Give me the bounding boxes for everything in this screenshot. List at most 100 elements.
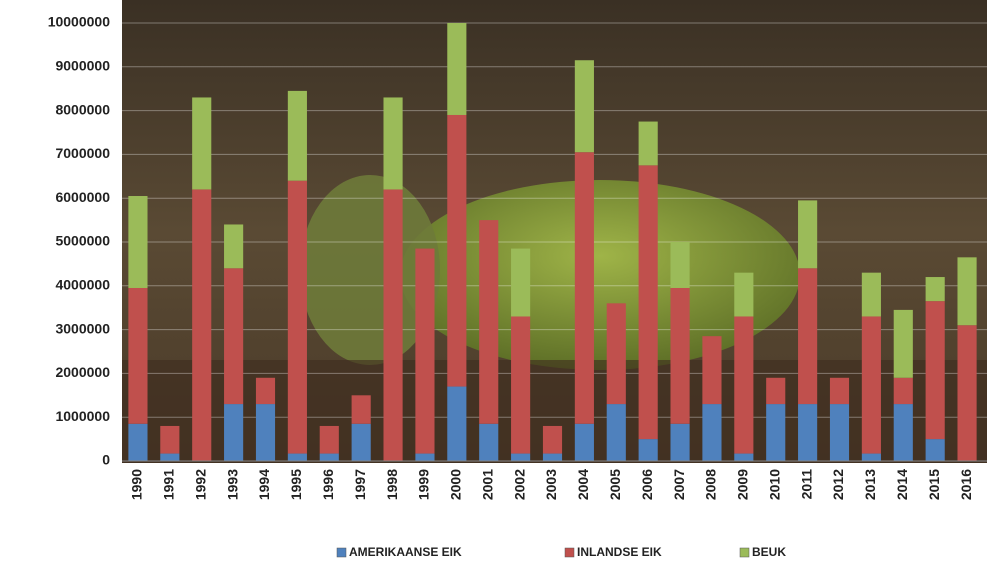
x-tick-label: 2010 xyxy=(766,469,782,500)
bar-segment xyxy=(638,121,658,166)
y-tick-label: 3000000 xyxy=(55,320,110,336)
bar-segment xyxy=(192,97,212,190)
bar-segment xyxy=(893,309,913,378)
bar-segment xyxy=(957,325,977,461)
bar-segment xyxy=(670,423,690,461)
y-tick-label: 6000000 xyxy=(55,189,110,205)
x-tick-label: 2014 xyxy=(894,469,910,500)
y-tick-label: 5000000 xyxy=(55,233,110,249)
bar-segment xyxy=(734,272,754,317)
bar-segment xyxy=(861,316,881,454)
bar-segment xyxy=(224,268,244,405)
bar-segment xyxy=(798,268,818,405)
bar-segment xyxy=(670,242,690,288)
bar-segment xyxy=(351,423,371,461)
bar-segment xyxy=(670,287,690,424)
bar-segment xyxy=(383,97,403,190)
bar-segment xyxy=(479,423,499,461)
legend-swatch xyxy=(336,547,347,558)
bar-segment xyxy=(829,404,850,461)
bar-segment xyxy=(542,453,563,461)
x-tick-label: 2008 xyxy=(703,469,719,500)
bar-segment xyxy=(542,425,563,454)
x-tick-label: 1990 xyxy=(129,469,145,500)
x-tick-label: 1992 xyxy=(192,469,208,500)
bar-segment xyxy=(287,453,307,461)
x-tick-label: 1993 xyxy=(224,469,240,500)
bar-segment xyxy=(351,395,371,424)
y-tick-label: 1000000 xyxy=(55,408,110,424)
bar-segment xyxy=(383,189,403,461)
bar-segment xyxy=(829,377,850,405)
bar-segment xyxy=(702,404,722,461)
bar-segment xyxy=(798,404,818,461)
bar-segment xyxy=(447,386,467,461)
bar-segment xyxy=(893,404,913,461)
x-tick-label: 1994 xyxy=(256,469,272,500)
bar-segment xyxy=(128,423,148,461)
bar-segment xyxy=(160,425,180,454)
bar-segment xyxy=(638,439,658,461)
x-tick-label: 2000 xyxy=(448,469,464,500)
x-tick-label: 2004 xyxy=(575,469,591,500)
x-tick-label: 1998 xyxy=(384,469,400,500)
x-tick-label: 2002 xyxy=(511,469,527,500)
x-tick-label: 1995 xyxy=(288,469,304,500)
x-tick-label: 1999 xyxy=(416,469,432,500)
legend-label: INLANDSE EIK xyxy=(577,545,662,559)
legend-label: AMERIKAANSE EIK xyxy=(349,545,462,559)
bar-segment xyxy=(128,287,148,424)
bar-segment xyxy=(447,23,467,115)
x-tick-label: 2016 xyxy=(958,469,974,500)
bar-segment xyxy=(511,453,531,461)
legend-swatch xyxy=(739,547,750,558)
bar-segment xyxy=(606,303,626,405)
y-tick-label: 4000000 xyxy=(55,277,110,293)
bar-segment xyxy=(925,439,945,461)
bar-segment xyxy=(319,425,339,454)
bar-segment xyxy=(925,301,945,440)
bar-segment xyxy=(511,316,531,454)
bar-segment xyxy=(925,277,945,302)
bar-segment xyxy=(893,377,913,405)
background-photo xyxy=(122,0,987,463)
bar-segment xyxy=(255,404,276,461)
y-tick-label: 9000000 xyxy=(55,58,110,74)
bar-segment xyxy=(192,189,212,461)
x-tick-label: 2003 xyxy=(543,469,559,500)
x-tick-label: 2015 xyxy=(926,469,942,500)
legend-swatch xyxy=(564,547,575,558)
bar-segment xyxy=(606,404,626,461)
bar-segment xyxy=(957,257,977,326)
bar-segment xyxy=(734,453,754,461)
y-tick-label: 7000000 xyxy=(55,145,110,161)
bar-segment xyxy=(574,423,594,461)
y-tick-label: 0 xyxy=(102,452,110,468)
y-tick-label: 10000000 xyxy=(48,14,111,30)
x-tick-label: 1991 xyxy=(161,469,177,500)
bar-segment xyxy=(574,60,594,153)
y-tick-label: 8000000 xyxy=(55,101,110,117)
bar-segment xyxy=(415,248,435,454)
bar-segment xyxy=(128,196,148,288)
bar-segment xyxy=(861,272,881,317)
bar-segment xyxy=(287,180,307,454)
bar-segment xyxy=(861,453,881,461)
bar-segment xyxy=(447,114,467,387)
x-tick-label: 2001 xyxy=(479,469,495,500)
bar-segment xyxy=(766,377,786,405)
x-tick-label: 2012 xyxy=(830,469,846,500)
bar-segment xyxy=(574,152,594,424)
x-tick-label: 1997 xyxy=(352,469,368,500)
x-tick-label: 2006 xyxy=(639,469,655,500)
bar-segment xyxy=(224,404,244,461)
bar-segment xyxy=(798,200,818,269)
bar-segment xyxy=(287,90,307,181)
bar-segment xyxy=(160,453,180,461)
bar-segment xyxy=(255,377,276,405)
bar-segment xyxy=(766,404,786,461)
bar-segment xyxy=(638,165,658,440)
bar-segment xyxy=(479,220,499,424)
x-tick-label: 2009 xyxy=(735,469,751,500)
